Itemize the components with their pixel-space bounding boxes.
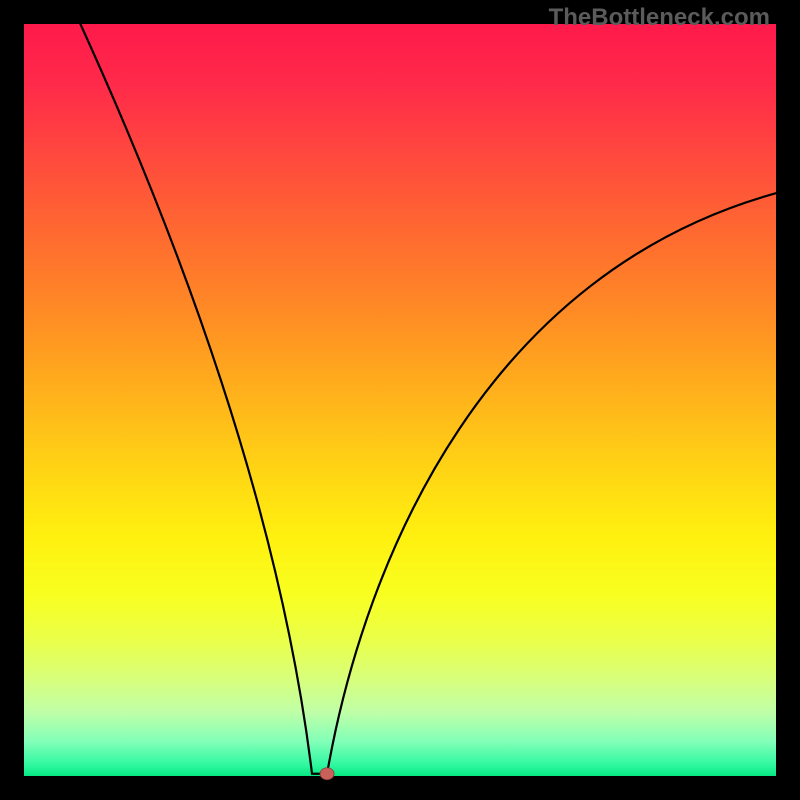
bottleneck-chart [0,0,800,800]
chart-background [24,24,776,776]
optimal-point-marker [320,768,334,780]
chart-container: TheBottleneck.com [0,0,800,800]
